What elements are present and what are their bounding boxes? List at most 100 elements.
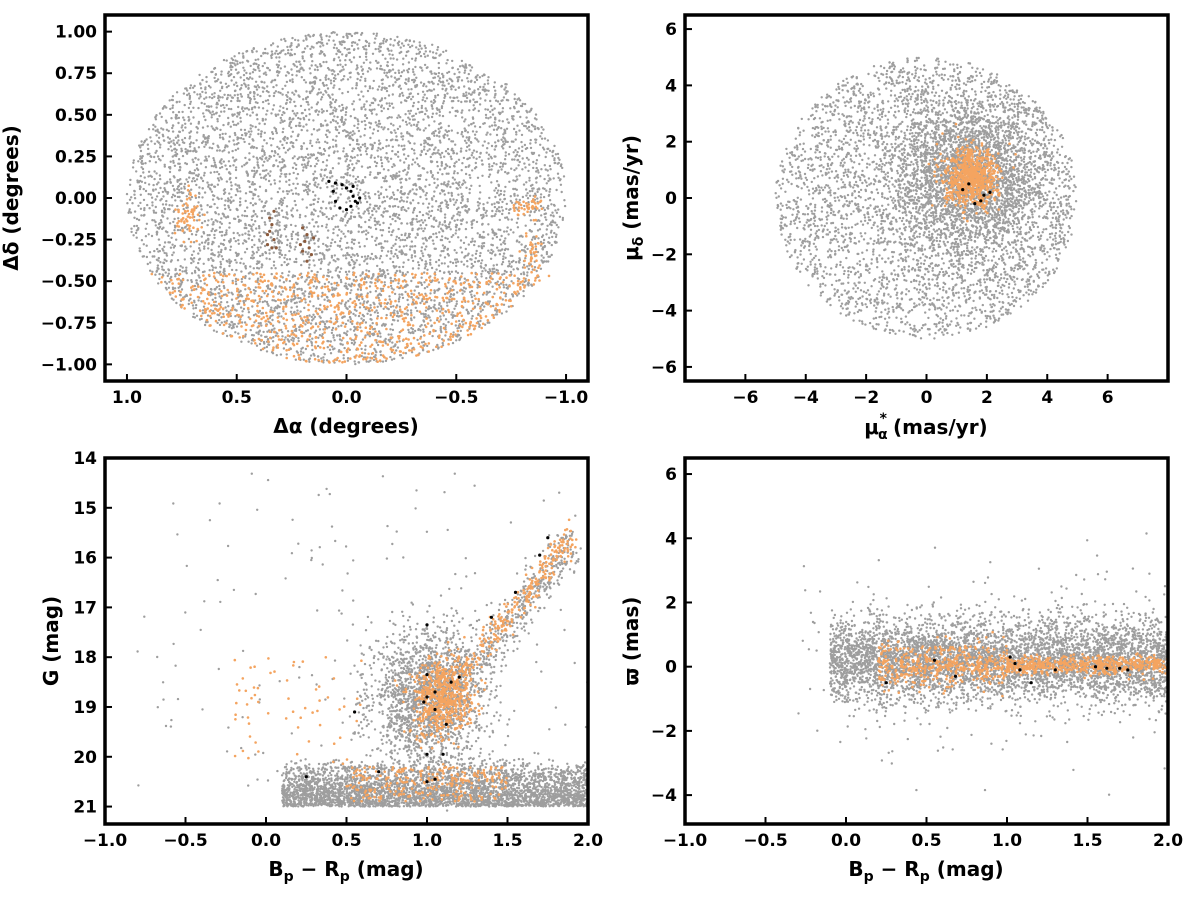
field-point (231, 304, 235, 307)
field-point (389, 328, 392, 331)
field-point (444, 89, 447, 92)
field-point (420, 47, 423, 50)
field-point (371, 322, 374, 325)
field-point (472, 104, 475, 107)
field-point (430, 209, 434, 213)
field-point (380, 246, 383, 249)
field-point (381, 78, 384, 81)
field-point (207, 219, 210, 222)
field-point (274, 299, 277, 303)
field-point (332, 336, 335, 339)
field-point (349, 297, 352, 301)
field-point (340, 40, 344, 43)
field-point (396, 127, 400, 131)
field-point (128, 198, 132, 201)
field-point (258, 185, 262, 188)
field-point (249, 133, 252, 136)
field-point (309, 139, 312, 142)
field-point (169, 145, 172, 148)
field-point (186, 180, 190, 184)
field-point (404, 54, 408, 57)
field-point (440, 160, 443, 164)
field-point (401, 91, 404, 95)
field-point (439, 325, 442, 329)
field-point (175, 301, 178, 305)
field-point (353, 124, 356, 128)
field-point (314, 64, 317, 67)
field-point (456, 291, 459, 294)
field-point (360, 75, 363, 79)
field-point (392, 124, 395, 127)
field-point (547, 260, 550, 263)
field-point (356, 154, 359, 157)
field-point (299, 315, 302, 318)
field-point (392, 163, 395, 166)
field-point (419, 143, 423, 146)
field-point (153, 155, 156, 159)
field-point (428, 81, 431, 84)
field-point (446, 304, 449, 307)
field-point (488, 173, 492, 176)
field-point (254, 58, 257, 62)
field-point (378, 45, 381, 48)
field-point (482, 213, 485, 216)
field-point (437, 281, 441, 284)
field-point (216, 78, 220, 81)
field-point (280, 293, 283, 296)
field-point (356, 71, 359, 75)
field-point (331, 326, 335, 330)
field-point (540, 259, 543, 262)
field-point (495, 210, 498, 213)
field-point (247, 84, 250, 87)
field-point (266, 52, 269, 55)
field-point (440, 106, 444, 110)
field-point (496, 191, 499, 195)
field-point (379, 350, 382, 354)
field-point (321, 213, 325, 217)
field-point (359, 274, 362, 277)
field-point (227, 305, 230, 308)
field-point (516, 178, 519, 181)
field-point (153, 142, 157, 145)
field-point (516, 217, 520, 220)
field-point (281, 143, 284, 147)
field-point (187, 115, 190, 119)
field-point (449, 199, 452, 203)
field-point (220, 230, 224, 234)
field-point (466, 200, 469, 203)
field-point (316, 138, 319, 141)
field-point (550, 223, 553, 227)
field-point (390, 116, 393, 119)
field-point (273, 241, 276, 244)
field-point (253, 193, 257, 196)
field-point (500, 312, 504, 315)
field-point (512, 231, 515, 234)
field-point (490, 243, 493, 246)
field-point (227, 160, 231, 163)
field-point (217, 245, 221, 248)
field-point (426, 171, 429, 174)
field-point (492, 264, 495, 267)
field-point (484, 108, 487, 111)
field-point (198, 249, 202, 252)
field-point (333, 240, 337, 244)
field-point (207, 135, 210, 138)
field-point (201, 179, 205, 183)
field-point (371, 132, 375, 135)
field-point (539, 267, 543, 270)
field-point (212, 223, 215, 226)
field-point (225, 334, 229, 338)
field-point (327, 217, 330, 221)
field-point (333, 84, 336, 87)
field-point (364, 191, 367, 194)
field-point (353, 132, 356, 135)
field-point (191, 158, 194, 161)
field-point (229, 248, 232, 252)
field-point (270, 144, 273, 147)
field-point (248, 72, 252, 75)
field-point (505, 207, 508, 211)
field-point (252, 223, 255, 226)
field-point (406, 298, 409, 302)
field-point (339, 63, 342, 66)
field-point (351, 149, 354, 153)
